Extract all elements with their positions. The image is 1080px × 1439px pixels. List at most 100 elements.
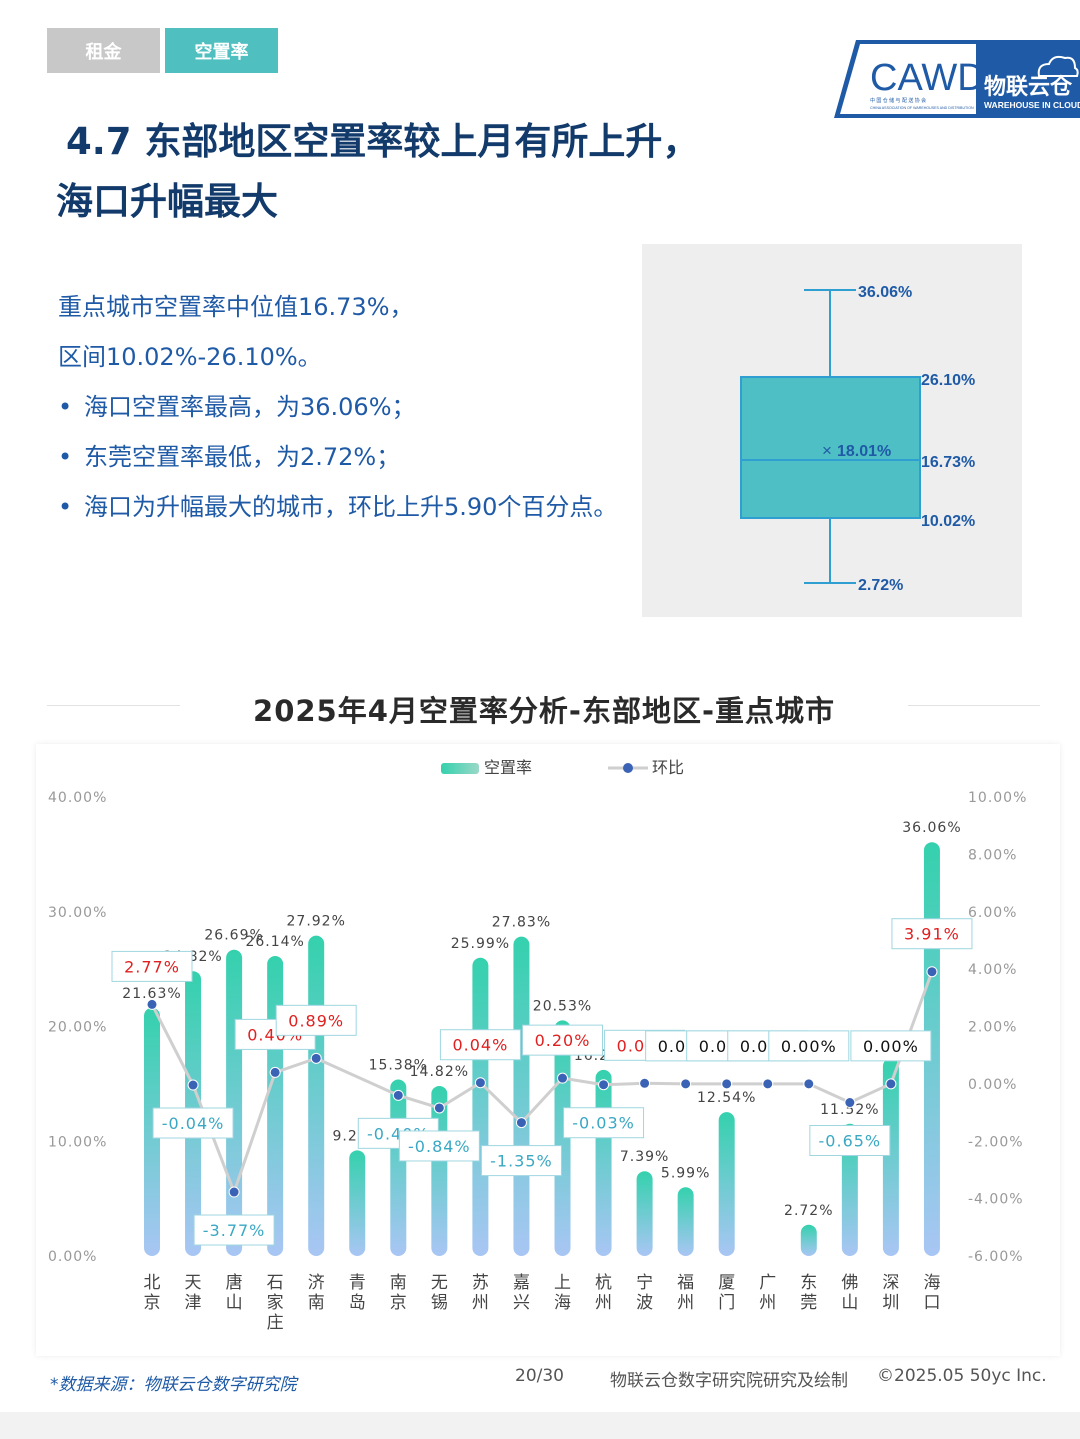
bar-data-label: 26.69% bbox=[204, 928, 263, 944]
title-line-1: 4.7 东部地区空置率较上月有所上升， bbox=[66, 120, 700, 163]
cloud-icon bbox=[1037, 55, 1079, 77]
x-tick-label: 海口 bbox=[923, 1273, 940, 1313]
line-data-label-box bbox=[563, 1107, 645, 1139]
y-right-tick-label: 10.00% bbox=[968, 790, 1027, 806]
line-data-label-box bbox=[522, 1024, 603, 1056]
line-point bbox=[680, 1078, 692, 1090]
line-point bbox=[392, 1089, 404, 1101]
bullet-dot: • bbox=[58, 393, 73, 421]
bar-data-label: 12.54% bbox=[697, 1090, 756, 1106]
chart-panel: 空置率 环比 0.00% 10.00% 20.00% 30.00% 40.00% -6.0… bbox=[36, 744, 1060, 1356]
bar-data-label: 7.39% bbox=[620, 1149, 669, 1165]
line-data-label-box bbox=[111, 950, 193, 982]
y-right-tick-label: 4.00% bbox=[968, 962, 1017, 978]
page-title: 4.7 东部地区空置率较上月有所上升， 海口升幅最大 bbox=[56, 112, 816, 232]
y-right-tick-label: -6.00% bbox=[968, 1249, 1024, 1265]
line-point bbox=[474, 1077, 486, 1089]
summary-bullet: • 海口为升幅最大的城市，环比上升5.90个百分点。 bbox=[58, 482, 648, 532]
bar bbox=[595, 1069, 612, 1256]
line-data-label: 0.04% bbox=[452, 1036, 508, 1055]
bullet-text: 东莞空置率最低，为2.72%； bbox=[84, 443, 401, 471]
copyright: ©2025.05 50yc Inc. bbox=[877, 1366, 1047, 1386]
chart-legend: 空置率 环比 bbox=[441, 758, 684, 777]
summary-line-1: 重点城市空置率中位值16.73%， bbox=[58, 293, 414, 321]
bar-data-label: 2.72% bbox=[784, 1203, 833, 1219]
x-tick-label: 唐山 bbox=[226, 1272, 243, 1313]
legend-line-label: 环比 bbox=[652, 758, 684, 777]
boxplot: 36.06% 26.10% 16.73% 10.02% 2.72% × 18.0… bbox=[740, 284, 975, 594]
bottom-strip bbox=[0, 1412, 1080, 1439]
x-tick-label: 宁波 bbox=[636, 1273, 653, 1313]
boxplot-max-label: 36.06% bbox=[858, 284, 912, 301]
tab-rent[interactable]: 租金 bbox=[47, 28, 160, 73]
vacancy-chart: 空置率 环比 0.00% 10.00% 20.00% 30.00% 40.00% -6.0… bbox=[48, 758, 1027, 1333]
x-tick-label: 福州 bbox=[677, 1273, 694, 1313]
data-source: *数据来源：物联云仓数字研究院 bbox=[50, 1375, 297, 1395]
bullet-dot: • bbox=[58, 443, 73, 471]
line-point bbox=[926, 966, 938, 978]
y-left-tick-label: 20.00% bbox=[48, 1020, 107, 1036]
x-tick-label: 上海 bbox=[554, 1273, 571, 1313]
bar bbox=[390, 1079, 407, 1256]
logo-partner-en: WAREHOUSE IN CLOUD bbox=[984, 100, 1080, 110]
logo: CAWD 中 国 仓 储 与 配 送 协 会 CHINA ASSOCIATION… bbox=[834, 40, 1080, 118]
y-right-tick-label: 8.00% bbox=[968, 847, 1017, 863]
x-tick-label: 北京 bbox=[144, 1273, 161, 1313]
line-data-label-box bbox=[193, 1214, 275, 1246]
x-tick-label: 青岛 bbox=[349, 1273, 366, 1313]
summary-line-2: 区间10.02%-26.10%。 bbox=[58, 343, 322, 371]
bar bbox=[144, 1007, 160, 1256]
line-data-label: -0.03% bbox=[572, 1114, 635, 1133]
divider-right bbox=[900, 705, 1040, 706]
line-data-label: 0.00% bbox=[863, 1037, 919, 1056]
y-right-tick-label: 0.00% bbox=[968, 1077, 1017, 1093]
bar bbox=[841, 1123, 858, 1256]
x-tick-label: 石家庄 bbox=[267, 1273, 284, 1333]
x-tick-label: 杭州 bbox=[595, 1273, 612, 1313]
line-point bbox=[639, 1077, 651, 1089]
bar-data-label: 11.52% bbox=[820, 1102, 879, 1118]
bar-data-label: 14.82% bbox=[410, 1064, 469, 1080]
line-point bbox=[433, 1102, 445, 1114]
y-right-tick-label: -4.00% bbox=[968, 1192, 1024, 1208]
y-left-tick-label: 10.00% bbox=[48, 1134, 107, 1150]
mean-marker-icon: × bbox=[822, 441, 832, 460]
y-right-tick-label: -2.00% bbox=[968, 1134, 1024, 1150]
y-left-tick-label: 30.00% bbox=[48, 905, 107, 921]
x-tick-label: 南京 bbox=[390, 1273, 407, 1313]
line-data-label-box bbox=[809, 1125, 891, 1157]
legend-line-point bbox=[623, 763, 633, 773]
line-point bbox=[803, 1078, 815, 1090]
y-right-tick-label: 6.00% bbox=[968, 905, 1017, 921]
line-data-label-box bbox=[768, 1030, 850, 1062]
line-point bbox=[557, 1072, 568, 1084]
bullet-text: 海口为升幅最大的城市，环比上升5.90个百分点。 bbox=[84, 493, 618, 521]
bar-data-label: 15.38% bbox=[369, 1058, 428, 1074]
x-tick-label: 嘉兴 bbox=[513, 1273, 530, 1313]
line-data-label: 3.91% bbox=[904, 925, 960, 944]
boxplot-min-label: 2.72% bbox=[858, 577, 903, 594]
boxplot-median-label: 16.73% bbox=[921, 454, 975, 471]
bar bbox=[800, 1224, 817, 1256]
line-point bbox=[762, 1078, 774, 1090]
line-data-label: 2.77% bbox=[124, 957, 180, 976]
summary-bullet: • 东莞空置率最低，为2.72%； bbox=[58, 432, 648, 482]
logo-brand-sub-en: CHINA ASSOCIATION OF WAREHOUSES AND DIST… bbox=[870, 106, 974, 110]
y-left-tick-label: 40.00% bbox=[48, 790, 107, 806]
bar-data-label: 27.92% bbox=[287, 914, 346, 930]
x-tick-label: 厦门 bbox=[718, 1273, 735, 1313]
bar bbox=[226, 949, 243, 1256]
credit: 物联云仓数字研究院研究及绘制 bbox=[610, 1371, 848, 1391]
line-data-label-box bbox=[398, 1130, 480, 1162]
boxplot-q1-label: 10.02% bbox=[921, 513, 975, 530]
bar-data-label: 26.14% bbox=[245, 934, 304, 950]
x-tick-label: 佛山 bbox=[841, 1273, 858, 1313]
y-left-tick-label: 0.00% bbox=[48, 1249, 97, 1265]
bar-data-label: 5.99% bbox=[661, 1165, 710, 1181]
bar bbox=[472, 957, 489, 1256]
line-point bbox=[228, 1186, 240, 1198]
summary-bullet: • 海口空置率最高，为36.06%； bbox=[58, 382, 648, 432]
bullet-dot: • bbox=[58, 493, 73, 521]
tab-vacancy[interactable]: 空置率 bbox=[165, 28, 278, 73]
bar-data-label: 20.53% bbox=[533, 998, 592, 1014]
